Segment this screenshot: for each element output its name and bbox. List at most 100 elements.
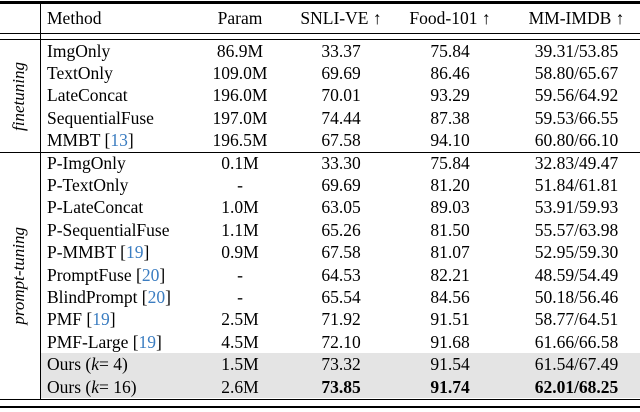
table-vertical-divider [40, 4, 42, 399]
method-cell: PMF-Large [19] [40, 331, 185, 353]
metric-cell-snli-ve: 69.69 [321, 63, 361, 84]
method-cell: PMF [19] [40, 309, 185, 331]
metric-cell-snli-ve: 64.53 [321, 264, 361, 285]
math-variable: k [91, 376, 100, 397]
metric-cell-mm-imdb: 39.31/53.85 [534, 40, 619, 61]
metric-cell-food101: 86.46 [430, 63, 470, 84]
metric-cell-snli-ve: 70.01 [321, 85, 361, 106]
metric-cell-snli-ve: 73.85 [295, 375, 387, 399]
param-cell: 1.5M [185, 353, 295, 376]
method-cell: P-ImgOnly [40, 153, 185, 174]
metric-cell-food101: 87.38 [430, 107, 470, 128]
row-group-label-prompt-tuning: prompt-tuning [9, 227, 28, 325]
table-row: ImgOnly 86.9M 33.37 75.84 39.31/53.85 [0, 40, 640, 62]
table-row: P-MMBT [19] 0.9M 67.58 81.07 52.95/59.30 [0, 242, 640, 264]
param-cell: 1.1M [221, 219, 259, 240]
param-cell: 0.1M [221, 153, 259, 174]
method-cell: BlindPrompt [20] [40, 286, 185, 308]
param-cell: 196.5M [212, 130, 268, 151]
method-cell: P-LateConcat [40, 197, 185, 219]
metric-cell-snli-ve: 33.37 [321, 40, 361, 61]
metric-cell-food101: 84.56 [430, 286, 470, 307]
method-text: P-MMBT [ [47, 242, 126, 263]
math-variable: k [91, 354, 100, 375]
method-text: LateConcat [47, 85, 128, 106]
column-header-method: Method [47, 7, 102, 28]
method-text: = 4) [99, 354, 128, 375]
method-cell: Ours (k = 16) [40, 375, 185, 399]
metric-cell-snli-ve: 63.05 [321, 197, 361, 218]
method-text: Ours ( [47, 354, 92, 375]
metric-cell-food101: 91.74 [387, 375, 513, 399]
table-row: PromptFuse [20] - 64.53 82.21 48.59/54.49 [0, 264, 640, 286]
citation-link[interactable]: 13 [110, 130, 128, 151]
metric-cell-food101: 89.03 [430, 197, 470, 218]
table-row: BlindPrompt [20] - 65.54 84.56 50.18/56.46 [0, 286, 640, 308]
table-rule-header-double [0, 33, 640, 40]
metric-cell-food101: 91.54 [387, 353, 513, 376]
table-row: Ours (k = 16) 2.6M 73.85 91.74 62.01/68.25 [0, 375, 640, 399]
metric-cell-mm-imdb: 62.01/68.25 [513, 375, 640, 399]
method-text: P-LateConcat [47, 197, 144, 218]
method-text: P-ImgOnly [47, 153, 126, 174]
method-text: PromptFuse [ [47, 264, 142, 285]
method-text: = 16) [99, 376, 137, 397]
method-cell: TextOnly [40, 62, 185, 84]
citation-link[interactable]: 20 [147, 286, 166, 307]
header-spacer-cell [0, 3, 40, 33]
metric-cell-food101: 82.21 [430, 264, 470, 285]
metric-cell-mm-imdb: 53.91/59.93 [534, 197, 619, 218]
metric-cell-food101: 75.84 [430, 153, 470, 174]
table-row: P-SequentialFuse 1.1M 65.26 81.50 55.57/63.9… [0, 219, 640, 241]
citation-link[interactable]: 20 [141, 264, 160, 285]
metric-cell-mm-imdb: 59.56/64.92 [534, 85, 619, 106]
metric-cell-mm-imdb: 60.80/66.10 [534, 130, 619, 151]
method-text: ] [165, 286, 171, 307]
table-header-row: Method Param SNLI-VE ↑ Food-101 ↑ MM-IMD… [0, 3, 640, 33]
metric-cell-food101: 81.50 [430, 219, 470, 240]
citation-link[interactable]: 19 [125, 242, 144, 263]
metric-cell-snli-ve: 71.92 [321, 309, 361, 330]
table-body: ImgOnly 86.9M 33.37 75.84 39.31/53.85 TextOnl… [0, 40, 640, 399]
metric-cell-snli-ve: 33.30 [321, 153, 361, 174]
method-text: ] [127, 130, 134, 151]
method-text: ImgOnly [47, 40, 111, 61]
method-cell: LateConcat [40, 85, 185, 107]
method-cell: P-SequentialFuse [40, 219, 185, 241]
citation-link[interactable]: 19 [92, 309, 110, 330]
metric-cell-snli-ve: 69.69 [321, 175, 361, 196]
method-text: Ours ( [47, 376, 92, 397]
metric-cell-food101: 93.29 [430, 85, 470, 106]
param-cell: 2.5M [221, 309, 259, 330]
param-cell: 86.9M [216, 40, 264, 61]
metric-cell-mm-imdb: 58.77/64.51 [534, 309, 619, 330]
table-rule-top [0, 1, 640, 4]
metric-cell-mm-imdb: 52.95/59.30 [534, 242, 619, 263]
metric-cell-snli-ve: 74.44 [321, 107, 361, 128]
citation-link[interactable]: 19 [138, 331, 157, 352]
method-cell: PromptFuse [20] [40, 264, 185, 286]
method-text: ] [143, 242, 150, 263]
table-row: Ours (k = 4) 1.5M 73.32 91.54 61.54/67.49 [0, 353, 640, 376]
table-row: MMBT [13] 196.5M 67.58 94.10 60.80/66.10 [0, 130, 640, 152]
method-text: ] [109, 309, 116, 330]
method-cell: P-MMBT [19] [40, 242, 185, 264]
table-row: TextOnly 109.0M 69.69 86.46 58.80/65.67 [0, 62, 640, 84]
method-cell: P-TextOnly [40, 174, 185, 196]
table-rule-bottom-double [0, 399, 640, 408]
method-text: P-SequentialFuse [47, 219, 170, 240]
metric-cell-mm-imdb: 32.83/49.47 [534, 153, 619, 174]
metric-cell-snli-ve: 65.26 [321, 219, 361, 240]
param-cell: - [237, 264, 243, 285]
metric-cell-mm-imdb: 51.84/61.81 [534, 175, 619, 196]
method-text: BlindPrompt [ [47, 286, 148, 307]
method-cell: ImgOnly [40, 40, 185, 62]
param-cell: 0.9M [221, 242, 259, 263]
method-text: P-TextOnly [47, 175, 129, 196]
param-cell: 1.0M [221, 197, 259, 218]
param-cell: 196.0M [212, 85, 268, 106]
param-cell: 4.5M [221, 331, 259, 352]
method-text: TextOnly [47, 63, 113, 84]
table-row: PMF-Large [19] 4.5M 72.10 91.68 61.66/66.58 [0, 331, 640, 353]
